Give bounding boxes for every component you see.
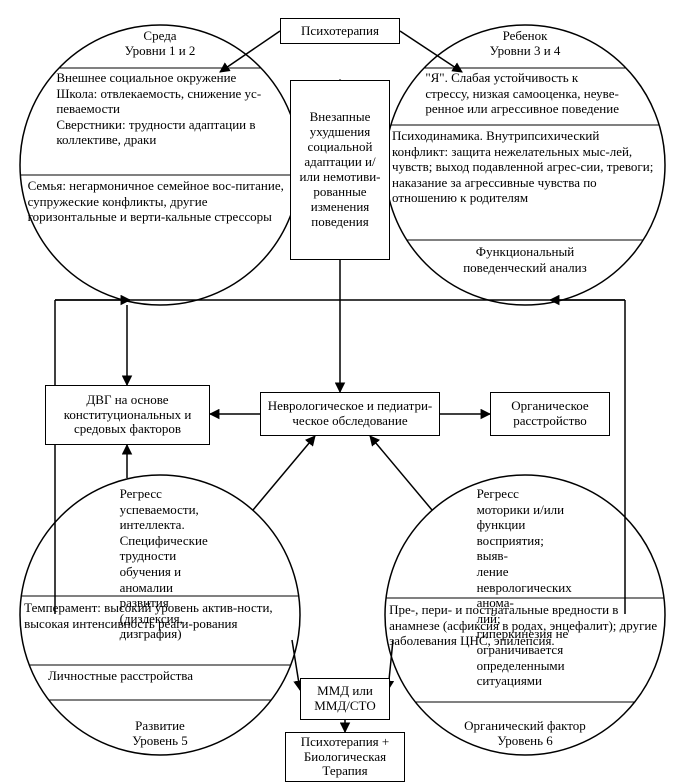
razvitie-segment-2: Личностные расстройства	[48, 668, 272, 684]
box-psy_bio: Психотерапия + Биологическая Терапия	[285, 732, 405, 782]
organic_factor-title: Органический факторУровень 6	[425, 719, 625, 749]
box-organic: Органическое расстройство	[490, 392, 610, 436]
diagram-stage: СредаУровни 1 и 2 Внешнее социальное окру…	[0, 0, 685, 782]
rebenok-segment-2: Функциональный поведенческий анализ	[441, 244, 608, 275]
box-mmd: ММД или ММД/СТО	[300, 678, 390, 720]
organic_factor-segment-0: Регресс моторики и/или функции восприяти…	[477, 486, 574, 689]
sreda-title: СредаУровни 1 и 2	[60, 29, 260, 59]
sreda-segment-0: Внешнее социальное окружение Школа: отвл…	[56, 70, 263, 148]
sreda-segment-1: Семья: негармоничное семейное вос-питани…	[28, 178, 293, 225]
razvitie-segment-1: Темперамент: высокий уровень актив-ности…	[24, 600, 296, 631]
organic_factor-segment-1: Пре-, пери- и постнатальные вредности в …	[389, 602, 661, 649]
box-psychotherapy: Психотерапия	[280, 18, 400, 44]
rebenok-title: РебенокУровни 3 и 4	[425, 29, 625, 59]
box-dvg: ДВГ на основе конституциональных и средо…	[45, 385, 210, 445]
rebenok-segment-1: Психодинамика. Внутрипсихический конфлик…	[392, 128, 658, 206]
box-center_vertical: Внезапные ухудшения социальной адаптации…	[290, 80, 390, 260]
box-neuro: Неврологическое и педиатри-ческое обслед…	[260, 392, 440, 436]
rebenok-segment-0: "Я". Слабая устойчивость к стрессу, низк…	[425, 70, 624, 117]
razvitie-title: РазвитиеУровень 5	[60, 719, 260, 749]
